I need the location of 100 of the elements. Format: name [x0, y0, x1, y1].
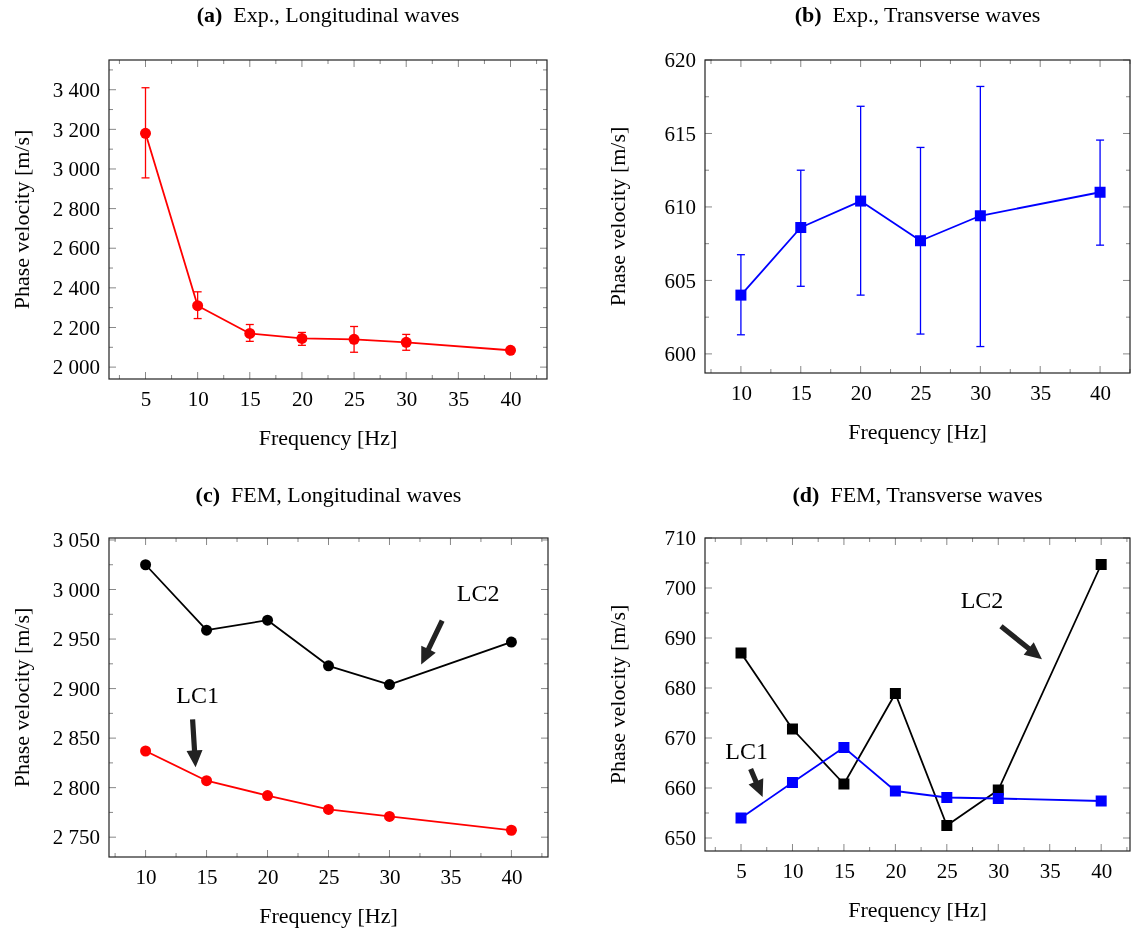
x-tick-label: 25 — [910, 380, 932, 405]
chart-title: (a) Exp., Longitudinal waves — [196, 2, 460, 28]
y-tick-label: 660 — [664, 776, 696, 801]
point — [201, 775, 213, 787]
x-tick-label: 15 — [239, 386, 261, 411]
point — [838, 778, 850, 790]
y-tick-label: 680 — [664, 676, 696, 701]
text: LC2 — [960, 586, 1004, 613]
x-tick-label: 35 — [448, 386, 470, 411]
y-tick-label: 2 000 — [52, 355, 100, 380]
y-tick-label: 2 800 — [52, 196, 100, 221]
y-tick-label: 700 — [664, 576, 696, 601]
y-tick-label: 605 — [664, 268, 696, 293]
x-tick-label: 25 — [344, 386, 366, 411]
point — [1095, 795, 1107, 807]
x-tick-label: 10 — [782, 858, 804, 883]
series-label: LC1 — [176, 681, 219, 708]
point — [914, 235, 926, 247]
x-axis-title: Frequency [Hz] — [258, 425, 398, 450]
point — [889, 785, 901, 797]
point — [941, 792, 953, 803]
point — [192, 300, 204, 312]
point — [201, 624, 213, 636]
point — [941, 820, 953, 831]
point — [505, 824, 517, 836]
y-tick-label: 2 950 — [52, 627, 100, 652]
y-tick-label: 620 — [664, 48, 696, 73]
x-tick-label: 20 — [291, 386, 313, 411]
y-tick-label: 2 850 — [52, 726, 100, 751]
x-tick-label: 40 — [500, 386, 522, 411]
point — [262, 790, 274, 802]
y-tick-label: 3 050 — [52, 528, 100, 553]
point — [855, 195, 867, 207]
y-tick-label: 3 000 — [52, 577, 100, 602]
chart-title: (d) FEM, Transverse waves — [792, 482, 1043, 508]
point — [505, 636, 517, 648]
y-tick-label: 2 800 — [52, 775, 100, 800]
point — [140, 559, 152, 571]
x-axis-title: Frequency [Hz] — [848, 419, 987, 444]
y-tick-label: 2 400 — [52, 276, 100, 301]
x-axis-title: Frequency [Hz] — [848, 897, 987, 922]
point — [838, 742, 850, 753]
x-tick-label: 40 — [1090, 380, 1112, 405]
x-tick-label: 20 — [885, 858, 907, 883]
series-label: LC1 — [725, 737, 768, 764]
point — [383, 679, 395, 691]
point — [786, 723, 798, 735]
point — [348, 333, 360, 345]
y-axis-title: Phase velocity [m/s] — [605, 604, 630, 785]
x-tick-label: 30 — [396, 386, 418, 411]
point — [974, 210, 986, 222]
y-tick-label: 2 750 — [52, 825, 100, 850]
x-tick-label: 25 — [936, 858, 958, 883]
y-tick-label: 3 200 — [52, 117, 100, 142]
x-tick-label: 40 — [501, 864, 523, 889]
point — [244, 327, 256, 339]
point — [735, 289, 747, 301]
x-tick-label: 35 — [1039, 858, 1061, 883]
x-tick-label: 30 — [379, 864, 401, 889]
y-tick-label: 600 — [664, 342, 696, 367]
y-tick-label: 650 — [664, 826, 696, 851]
point — [795, 222, 807, 234]
point — [505, 344, 516, 356]
y-axis-title: Phase velocity [m/s] — [605, 126, 630, 307]
y-tick-label: 2 600 — [52, 236, 100, 261]
point — [1094, 186, 1106, 198]
x-tick-label: 5 — [736, 858, 747, 883]
series-label: LC2 — [456, 579, 500, 606]
y-axis-title: Phase velocity [m/s] — [9, 129, 34, 310]
x-tick-label: 30 — [970, 380, 992, 405]
chart-title: (c) FEM, Longitudinal waves — [195, 482, 462, 508]
x-tick-label: 15 — [790, 380, 812, 405]
x-tick-label: 40 — [1091, 858, 1113, 883]
point — [140, 127, 151, 139]
point — [786, 777, 798, 788]
x-axis-title: Frequency [Hz] — [259, 903, 398, 928]
y-tick-label: 2 200 — [52, 315, 100, 340]
point — [140, 745, 152, 757]
point — [383, 810, 395, 822]
y-tick-label: 3 000 — [52, 157, 100, 182]
x-tick-label: 35 — [440, 864, 462, 889]
x-tick-label: 10 — [187, 386, 209, 411]
y-tick-label: 3 400 — [52, 77, 100, 102]
point — [992, 793, 1004, 804]
x-tick-label: 10 — [135, 864, 157, 889]
point — [323, 660, 334, 672]
point — [262, 614, 274, 626]
point — [735, 647, 747, 659]
x-tick-label: 35 — [1030, 380, 1052, 405]
chart-title: (b) Exp., Transverse waves — [794, 2, 1041, 28]
x-tick-label: 20 — [257, 864, 279, 889]
y-tick-label: 615 — [664, 121, 696, 146]
point — [323, 803, 334, 815]
x-tick-label: 5 — [140, 386, 152, 411]
y-tick-label: 2 900 — [52, 676, 100, 701]
x-tick-label: 15 — [833, 858, 855, 883]
x-tick-label: 25 — [318, 864, 340, 889]
y-tick-label: 610 — [664, 195, 696, 220]
x-tick-label: 10 — [730, 380, 752, 405]
point — [889, 688, 901, 699]
